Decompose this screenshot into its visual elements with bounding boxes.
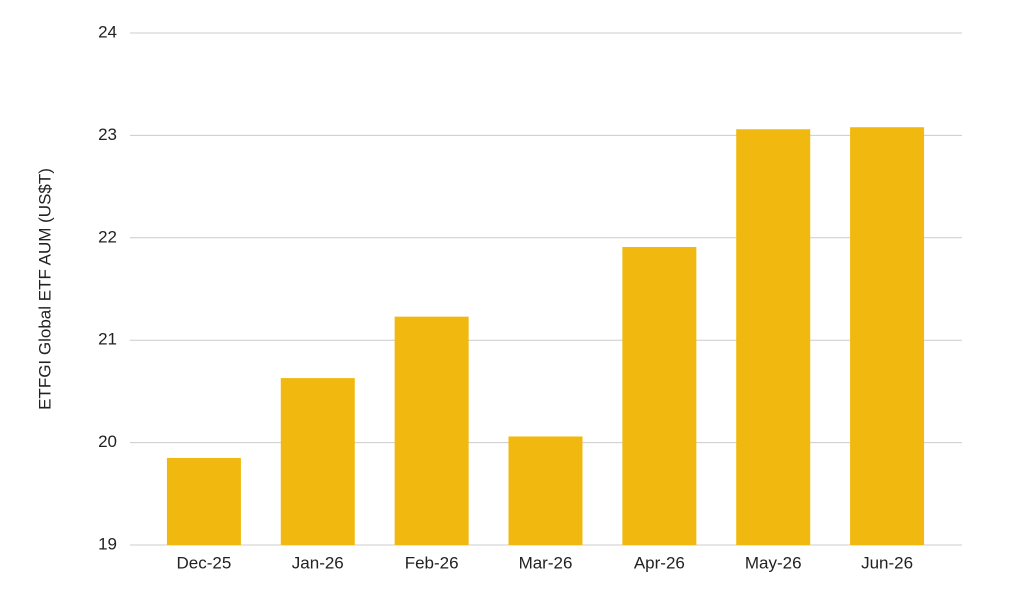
x-tick-label: Jan-26: [292, 553, 344, 572]
y-tick-label: 22: [98, 227, 117, 246]
bar: [622, 247, 697, 546]
x-tick-label: Feb-26: [405, 553, 459, 572]
y-tick-label: 24: [98, 22, 117, 41]
x-tick-label: Apr-26: [634, 553, 685, 572]
x-tick-label: Dec-25: [177, 553, 232, 572]
x-tick-label: May-26: [745, 553, 802, 572]
bar: [508, 436, 583, 545]
bar: [394, 316, 469, 545]
x-tick-label: Jun-26: [861, 553, 913, 572]
x-tick-label: Mar-26: [519, 553, 573, 572]
y-tick-label: 21: [98, 330, 117, 349]
y-tick-label: 20: [98, 432, 117, 451]
bar: [166, 457, 241, 545]
y-tick-label: 19: [98, 534, 117, 553]
bar: [280, 378, 355, 545]
y-axis-label: ETFGI Global ETF AUM (US$T): [35, 168, 54, 410]
bar: [850, 127, 925, 545]
y-tick-label: 23: [98, 125, 117, 144]
bar: [736, 129, 811, 546]
